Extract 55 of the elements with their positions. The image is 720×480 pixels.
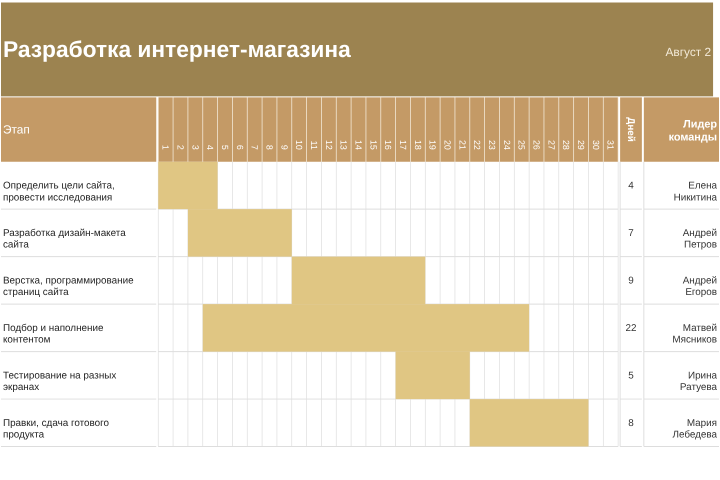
- x-tick-label: 27: [546, 140, 556, 150]
- x-tick-label: 20: [442, 140, 453, 150]
- x-tick-label: 18: [412, 140, 423, 150]
- text: Мария Лебедева: [672, 418, 718, 441]
- y-tick-label: Верстка, программирование страниц сайта: [2, 275, 134, 298]
- x-tick-label: 25: [516, 140, 527, 150]
- x-tick-label: 3: [190, 144, 200, 150]
- x-tick-label: 21: [457, 140, 468, 150]
- data-label: 9: [628, 275, 634, 286]
- x-tick-label: 6: [234, 144, 245, 150]
- text: Матвей Мясников: [672, 322, 718, 346]
- x-tick-label: 1: [160, 144, 171, 150]
- x-tick-label: 26: [532, 140, 542, 150]
- x-tick-label: 29: [576, 140, 586, 150]
- y-tick-label: Определить цели сайта, провести исследования: [2, 180, 115, 204]
- x-tick-label: 17: [398, 140, 408, 150]
- y-tick-label: Правки, сдача готового продукта: [2, 418, 110, 441]
- y-tick-label: Подбор и наполнение контентом: [2, 322, 104, 346]
- text: Елена Никитина: [674, 180, 718, 204]
- x-tick-label: 10: [294, 140, 304, 150]
- text: Дней: [625, 117, 636, 142]
- text: Андрей Егоров: [682, 275, 718, 298]
- data-label: 22: [625, 322, 636, 334]
- x-tick-label: 19: [428, 140, 438, 150]
- y-tick-label: Тестирование на разных экранах: [2, 370, 116, 394]
- data-label: 5: [628, 370, 634, 382]
- text: Андрей Петров: [682, 228, 718, 251]
- chart-title: Разработка интернет-магазина: [2, 36, 352, 62]
- x-tick-label: 7: [250, 144, 260, 150]
- x-tick-label: 12: [324, 140, 334, 150]
- data-label: 8: [628, 418, 634, 429]
- data-label: 4: [628, 180, 634, 192]
- x-tick-label: 14: [354, 140, 364, 150]
- x-tick-label: 13: [338, 140, 349, 150]
- x-tick-label: 2: [176, 144, 186, 150]
- x-tick-label: 16: [383, 140, 394, 150]
- y-axis-title: Этап: [2, 122, 30, 137]
- bar: [470, 399, 588, 447]
- text: Август 2: [666, 44, 712, 59]
- x-tick-label: 24: [502, 140, 512, 150]
- text: Ирина Ратуева: [680, 370, 718, 394]
- x-tick-label: 5: [220, 144, 230, 150]
- x-tick-label: 28: [561, 140, 572, 150]
- x-tick-label: 23: [487, 140, 498, 150]
- x-tick-label: 8: [264, 144, 275, 150]
- x-tick-label: 4: [205, 144, 216, 150]
- x-tick-label: 22: [472, 140, 482, 150]
- y-tick-label: Разработка дизайн-макета сайта: [2, 228, 126, 251]
- data-label: 7: [628, 228, 634, 239]
- x-tick-label: 11: [309, 140, 320, 150]
- x-tick-label: 31: [606, 140, 616, 150]
- x-tick-label: 9: [279, 144, 290, 150]
- x-tick-label: 15: [368, 140, 378, 150]
- text: Лидер команды: [668, 118, 718, 144]
- x-tick-label: 30: [590, 140, 601, 150]
